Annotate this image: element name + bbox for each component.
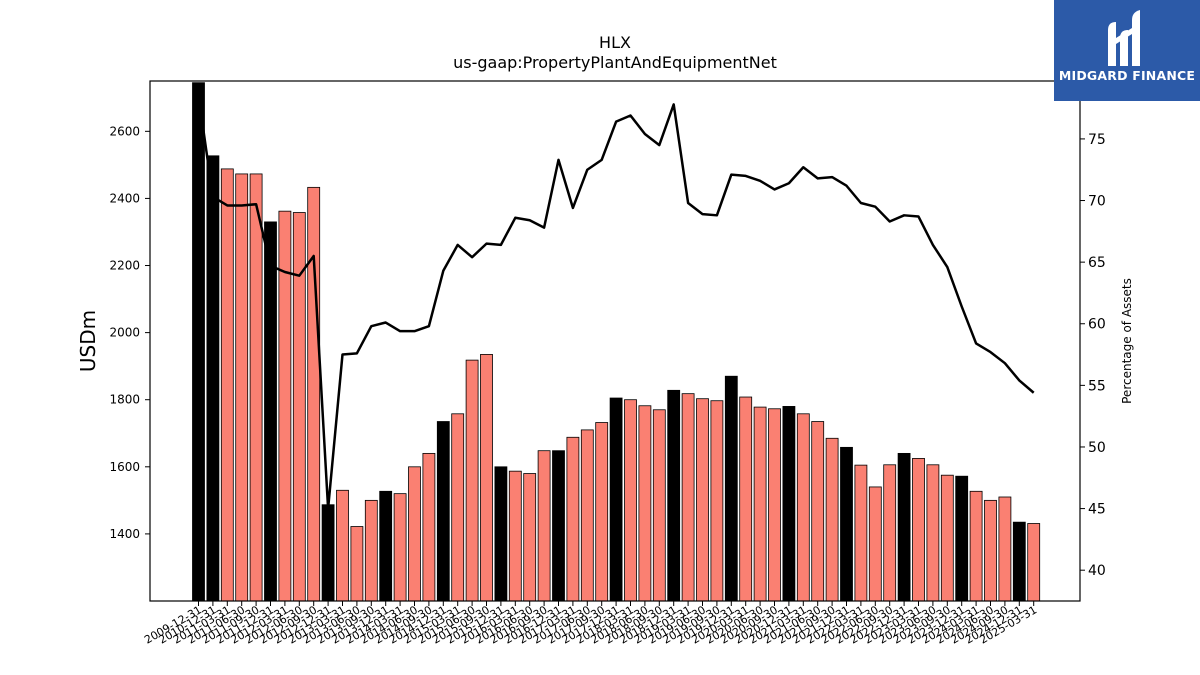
bar-2023-09-30 [940,474,954,602]
bar-2023-06-30 [926,464,940,602]
bar-2019-03-31 [681,393,695,602]
y-tick-label: 1400 [109,527,140,541]
brand-name: MIDGARD FINANCE [1058,68,1196,83]
y2-tick-label: 60 [1088,317,1106,333]
bar-2019-12-31 [724,375,738,602]
bar-2009-12-31 [192,82,205,602]
bar-2018-06-30 [638,405,652,602]
bar-2014-06-30 [408,466,421,602]
bar-2022-12-31 [897,452,911,602]
brand-logo: MIDGARD FINANCE [1054,0,1200,101]
bar-2014-03-31 [393,493,407,602]
bar-2020-09-30 [768,408,781,602]
bar-2022-03-31 [854,464,868,602]
bar-2024-12-31 [1012,521,1026,602]
y2-tick-label: 55 [1088,378,1106,394]
bar-2014-09-30 [422,452,436,602]
bar-2016-03-31 [508,470,522,602]
y-tick-label: 2600 [109,124,140,138]
midgard-logo-icon [1108,10,1140,66]
bar-2016-09-30 [537,450,551,602]
y2-tick-label: 75 [1088,132,1106,148]
bar-2025-03-31 [1027,523,1041,602]
bar-2012-09-30 [307,186,321,602]
percentage-of-assets-line [197,95,1035,510]
y2-tick-label: 40 [1088,563,1106,579]
chart-subtitle: us-gaap:PropertyPlantAndEquipmentNet [453,53,777,72]
bar-2020-03-31 [739,396,753,602]
bar-2013-03-31 [336,489,349,602]
y2-tick-label: 65 [1088,255,1106,271]
y2-tick-label: 70 [1088,194,1106,210]
bar-2019-06-30 [696,398,709,602]
bar-2016-06-30 [523,473,537,602]
bar-2024-06-30 [984,499,997,602]
bar-2017-03-31 [566,436,580,602]
y-tick-label: 2200 [109,259,140,273]
bar-2021-12-31 [840,446,853,602]
bar-2011-06-30 [235,173,249,602]
bar-2011-12-31 [264,221,277,602]
bar-2013-12-31 [379,490,393,602]
y2-axis-label: Percentage of Assets [1120,278,1134,404]
bar-2018-03-31 [624,399,637,602]
plot-frame [149,80,1081,602]
bar-2021-09-30 [825,437,839,602]
y-tick-label: 2000 [109,326,140,340]
bar-2023-03-31 [912,458,925,602]
bar-2011-03-31 [220,168,234,602]
bar-2012-12-31 [321,504,335,602]
bar-2015-06-30 [465,359,479,602]
bar-2022-09-30 [883,464,897,602]
bar-2016-12-31 [552,450,565,602]
bar-2019-09-30 [710,400,724,602]
bar-2024-09-30 [998,496,1012,602]
bar-2017-09-30 [595,422,609,602]
y2-tick-label: 50 [1088,440,1106,456]
bar-2015-09-30 [480,354,493,602]
bar-2021-06-30 [811,421,825,602]
bar-2020-06-30 [753,406,767,602]
y-tick-label: 1600 [109,460,140,474]
y-axis-label: USDm [76,310,100,372]
bar-2010-12-31 [206,155,220,602]
bar-2017-12-31 [609,397,623,602]
y-tick-label: 1800 [109,393,140,407]
bar-2018-12-31 [667,389,681,602]
bar-2020-12-31 [782,406,796,602]
bar-2023-12-31 [955,475,969,602]
bar-2017-06-30 [580,429,594,602]
chart-title: HLX [599,33,631,52]
bar-2013-09-30 [364,499,378,602]
bar-2021-03-31 [796,413,810,602]
bar-2014-12-31 [436,421,450,602]
bar-2024-03-31 [969,490,983,602]
y2-tick-label: 45 [1088,502,1106,518]
y-tick-label: 2400 [109,191,140,205]
bar-2018-09-30 [652,409,666,602]
bar-2015-12-31 [494,466,508,602]
bar-2013-06-30 [350,526,364,602]
bar-2022-06-30 [868,486,882,602]
bar-2015-03-31 [451,413,465,602]
bar-2011-09-30 [249,173,263,602]
